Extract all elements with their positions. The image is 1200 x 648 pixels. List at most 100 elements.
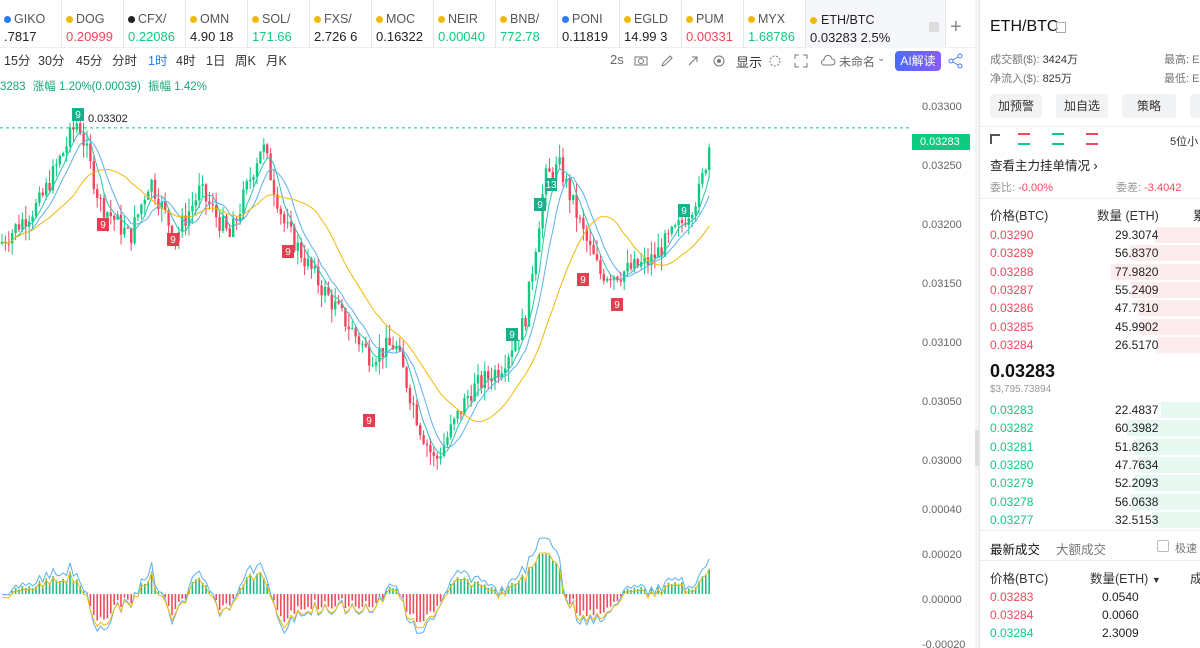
candle-body — [262, 144, 265, 152]
camera-icon[interactable] — [634, 54, 648, 66]
interval-6[interactable]: 1日 — [206, 54, 226, 68]
caret-down-icon: ▼ — [1151, 575, 1161, 585]
ticker-sol[interactable]: SOL/171.66 — [248, 0, 310, 48]
ai-button[interactable]: AI解读 — [895, 51, 941, 71]
candle-body — [578, 217, 582, 219]
orderbook-row[interactable]: 0.03277 32.5153 — [980, 511, 1200, 529]
candle-body — [504, 368, 507, 374]
trade-price: 0.03284 — [990, 608, 1034, 622]
depth-mode-icon-3[interactable] — [1052, 133, 1064, 145]
refresh-rate[interactable]: 2s — [610, 52, 624, 67]
orderbook-row[interactable]: 0.03278 56.0638 — [980, 493, 1200, 511]
candle-body — [340, 303, 344, 309]
candlestick-chart[interactable]: 9 9 9 9 9 9 9 13 9 9 9 0.03300 0.03250 0.03200 0.0315… — [0, 96, 975, 648]
row-qty: 26.5170 — [1115, 337, 1159, 352]
orderbook-row[interactable]: 0.03281 51.8263 — [980, 438, 1200, 456]
depth-mode-icon-2[interactable] — [1018, 133, 1030, 145]
orderbook-row[interactable]: 0.03282 60.3982 — [980, 419, 1200, 437]
orderbook-row[interactable]: 0.03286 47.7310 — [980, 299, 1200, 317]
gear-icon[interactable] — [768, 54, 782, 68]
interval-0[interactable]: 15分 — [4, 54, 31, 68]
order-link[interactable]: 查看主力挂单情况 › — [990, 155, 1098, 174]
interval-4[interactable]: 1时 — [148, 54, 168, 68]
ticker-fxs[interactable]: FXS/2.726 6 — [310, 0, 372, 48]
interval-8[interactable]: 月K — [266, 54, 287, 68]
cloud-icon[interactable] — [820, 54, 836, 66]
expand-icon[interactable] — [686, 54, 700, 68]
display-button[interactable]: 显示 — [736, 55, 763, 70]
orderbook-row[interactable]: 0.03284 26.5170 — [980, 336, 1200, 354]
depth-mode-icon-4[interactable] — [1086, 133, 1098, 145]
tab-big-trades[interactable]: 大额成交 — [1056, 543, 1107, 557]
ticker-pum[interactable]: PUM 0.00331 — [682, 0, 744, 48]
chevron-down-icon[interactable]: ⌄ — [877, 53, 886, 64]
row-qty: 47.7634 — [1115, 457, 1159, 472]
add-tab-icon[interactable]: + — [950, 16, 962, 38]
orderbook-row[interactable]: 0.03288 77.9820 — [980, 263, 1200, 281]
y-tick-label: 0.03000 — [922, 455, 962, 468]
depth-bar — [1127, 420, 1200, 437]
tab-latest-trades[interactable]: 最新成交 — [990, 543, 1041, 557]
more-button[interactable] — [1190, 94, 1200, 118]
ticker-dog[interactable]: DOG 0.20999 — [62, 0, 124, 48]
orderbook-row[interactable]: 0.03285 45.9902 — [980, 318, 1200, 336]
candle-body — [463, 398, 466, 415]
orderbook-row[interactable]: 0.03279 52.2093 — [980, 474, 1200, 492]
candle-body — [96, 189, 99, 198]
layout-name[interactable]: 未命名 — [839, 55, 876, 69]
ticker-bnb[interactable]: BNB/772.78 — [496, 0, 558, 48]
strategy-button[interactable]: 策略 — [1122, 94, 1176, 118]
candle-body — [378, 347, 381, 362]
interval-7[interactable]: 周K — [235, 54, 256, 68]
depth-precision[interactable]: 5位小 — [1170, 136, 1199, 148]
ticker-neir[interactable]: NEIR 0.00040 — [434, 0, 496, 48]
ticker-myx[interactable]: MYX 1.68786 — [744, 0, 806, 48]
orderbook-row[interactable]: 0.03283 22.4837 — [980, 401, 1200, 419]
fast-checkbox[interactable] — [1157, 540, 1169, 552]
close-tab-icon[interactable] — [929, 22, 939, 32]
candle-body — [398, 346, 401, 351]
row-price: 0.03285 — [990, 319, 1034, 334]
splitter[interactable] — [975, 0, 979, 648]
candle-body — [425, 443, 429, 446]
share-icon[interactable] — [948, 53, 964, 69]
add-alert-button[interactable]: 加预警 — [990, 94, 1042, 118]
ticker-price: 772.78 — [500, 29, 540, 44]
ticker-cfx[interactable]: CFX/0.22086 — [124, 0, 186, 48]
ticker-omn[interactable]: OMN 4.90 18 — [186, 0, 248, 48]
add-watchlist-button[interactable]: 加自选 — [1056, 94, 1108, 118]
interval-5[interactable]: 4时 — [176, 54, 196, 68]
candle-body — [143, 199, 146, 205]
orderbook-row[interactable]: 0.03280 47.7634 — [980, 456, 1200, 474]
orderbook-row[interactable]: 0.03289 56.8370 — [980, 244, 1200, 262]
fullscreen-icon[interactable] — [794, 54, 808, 68]
candle-body — [517, 340, 520, 342]
trade-col-qty[interactable]: 数量(ETH) ▼ — [1090, 568, 1161, 587]
row-qty: 56.8370 — [1115, 246, 1159, 261]
depth-mode-icon-1[interactable] — [990, 134, 1000, 144]
y-tick-label: 0.03200 — [922, 219, 962, 231]
candle-body — [0, 241, 4, 244]
candle-body — [249, 179, 252, 182]
row-qty: 29.3074 — [1115, 228, 1159, 242]
tab-eth-btc[interactable]: ETH/BTC 0.03283 2.5% — [806, 0, 946, 48]
interval-3[interactable]: 分时 — [112, 54, 138, 68]
candle-body — [317, 266, 320, 286]
settings-icon[interactable] — [712, 54, 726, 68]
candle-body — [160, 201, 163, 210]
interval-2[interactable]: 45分 — [76, 54, 103, 68]
ticker-poni[interactable]: PONI 0.11819 — [558, 0, 620, 48]
orderbook-row[interactable]: 0.03290 29.3074 — [980, 226, 1200, 244]
orderbook-row[interactable]: 0.03287 55.2409 — [980, 281, 1200, 299]
candle-body — [272, 180, 276, 195]
dot-icon — [376, 15, 383, 23]
copy-icon[interactable] — [1056, 22, 1066, 33]
ticker-name: CFX/ — [138, 12, 167, 26]
interval-1[interactable]: 30分 — [38, 54, 65, 68]
pencil-icon[interactable] — [660, 54, 674, 68]
ticker-egld[interactable]: EGLD 14.99 3 — [620, 0, 682, 48]
ticker-giko[interactable]: GIKO .7817 — [0, 0, 62, 48]
trade-qty: 0.0060 — [1102, 608, 1139, 622]
ticker-moc[interactable]: MOC 0.16322 — [372, 0, 434, 48]
